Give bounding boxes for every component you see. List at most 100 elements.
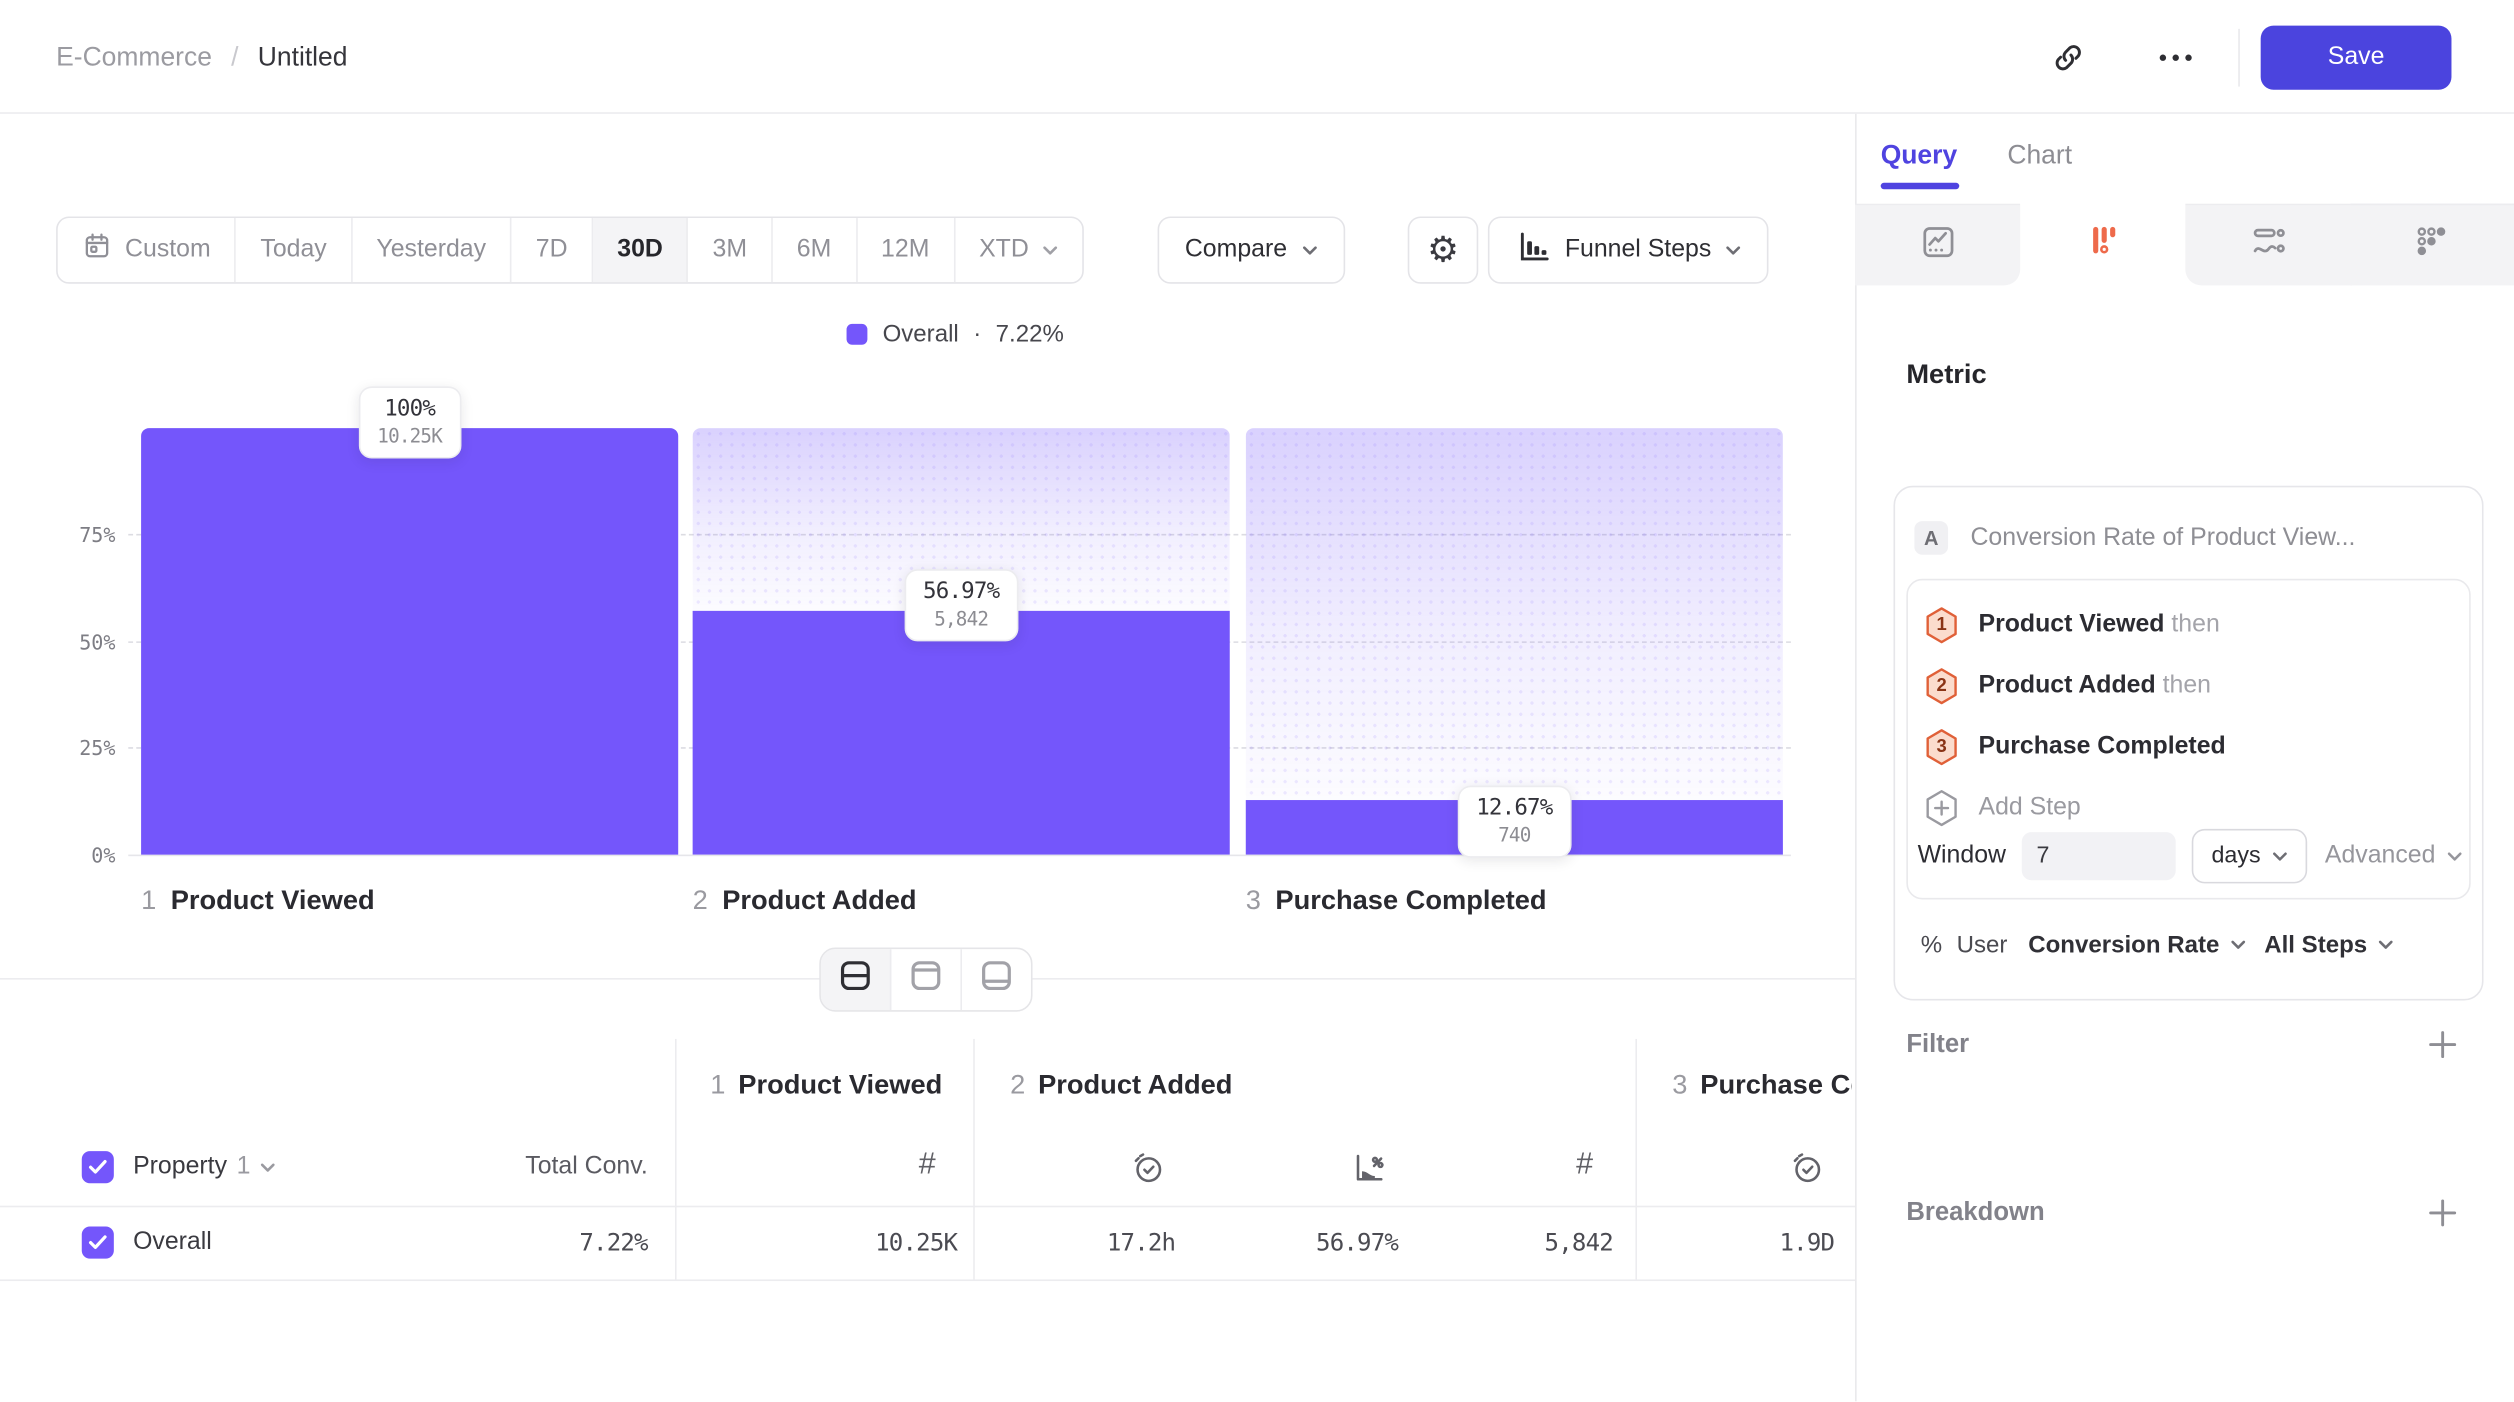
legend-separator: · xyxy=(973,320,982,348)
time-to-convert-icon[interactable] xyxy=(1789,1150,1824,1193)
property-selector[interactable]: Property 1 xyxy=(133,1151,276,1183)
date-range-yesterday[interactable]: Yesterday xyxy=(352,218,512,283)
metric-type-funnel-tab-active[interactable] xyxy=(2020,204,2185,284)
breadcrumb-parent[interactable]: E-Commerce xyxy=(56,42,212,72)
funnel-bar-step-2[interactable] xyxy=(692,428,1230,855)
funnel-chart-icon xyxy=(1515,228,1550,271)
chart-type-button[interactable]: Funnel Steps xyxy=(1487,216,1770,284)
metric-series-row[interactable]: A Conversion Rate of Product View... xyxy=(1914,521,2355,555)
chevron-down-icon xyxy=(1042,245,1058,256)
date-range-12m[interactable]: 12M xyxy=(857,218,956,283)
table-step-header-2: 2 Product Added xyxy=(1010,1069,1233,1100)
add-step-button[interactable]: Add Step xyxy=(1924,789,2081,827)
layout-chart-only-button[interactable] xyxy=(891,949,962,1011)
date-range-30d[interactable]: 30D xyxy=(593,218,689,283)
date-range-7d[interactable]: 7D xyxy=(512,218,594,283)
x-label-step-1: 1 Product Viewed xyxy=(141,885,375,916)
advanced-toggle[interactable]: Advanced xyxy=(2325,842,2463,871)
date-range-today[interactable]: Today xyxy=(236,218,353,283)
time-to-convert-icon[interactable] xyxy=(1130,1150,1165,1193)
cell-step1-count: 10.25K xyxy=(875,1228,958,1258)
funnel-step-row-3[interactable]: 3 Purchase Completed xyxy=(1924,728,2226,766)
gridline-75 xyxy=(128,533,1791,536)
split-horizontal-icon xyxy=(839,959,873,1001)
bar-tooltip-step-2: 56.97% 5,842 xyxy=(903,569,1019,643)
page-title[interactable]: Untitled xyxy=(257,42,348,72)
panel-top-icon xyxy=(909,959,943,1001)
panel-border xyxy=(1855,113,1857,1402)
layout-table-only-button[interactable] xyxy=(962,949,1031,1010)
breakdown-heading: Breakdown xyxy=(1906,1199,2045,1227)
date-range-3m[interactable]: 3M xyxy=(689,218,773,283)
topbar-divider xyxy=(0,112,2514,114)
x-label-step-2: 2 Product Added xyxy=(692,885,917,916)
step-1-badge: 1 xyxy=(1924,606,1959,644)
share-link-icon[interactable] xyxy=(2051,40,2086,83)
x-label-step-3: 3 Purchase Completed xyxy=(1245,885,1547,916)
date-range-xtd[interactable]: XTD xyxy=(955,218,1082,282)
compare-button[interactable]: Compare xyxy=(1157,216,1345,284)
window-row: Window days Advanced xyxy=(1918,828,2463,884)
chevron-down-icon xyxy=(2231,940,2247,951)
chart-settings-button[interactable]: ⚙ xyxy=(1407,216,1479,284)
line-chart-icon xyxy=(1918,222,1956,268)
add-breakdown-button[interactable] xyxy=(2427,1198,2457,1236)
table-row-border xyxy=(0,1279,1856,1282)
table-step-header-1: 1 Product Viewed xyxy=(710,1069,943,1100)
window-value-input[interactable] xyxy=(2022,832,2176,881)
metric-type-segmentation-tab[interactable] xyxy=(2350,203,2514,286)
bar-unconverted-area xyxy=(1245,428,1783,801)
total-conv-header[interactable]: Total Conv. xyxy=(525,1152,648,1181)
bar-converted-area xyxy=(141,428,679,855)
count-hash-icon[interactable]: # xyxy=(918,1147,936,1182)
save-button[interactable]: Save xyxy=(2260,25,2452,90)
tab-chart[interactable]: Chart xyxy=(2007,141,2073,170)
breadcrumb: E-Commerce / Untitled xyxy=(56,38,347,76)
conversion-rate-icon[interactable] xyxy=(1350,1150,1385,1193)
panel-bottom-icon xyxy=(980,959,1014,1001)
more-options-icon[interactable] xyxy=(2159,54,2192,61)
y-tick-50: 50% xyxy=(79,630,116,655)
funnel-bars-icon xyxy=(2084,220,2122,266)
y-tick-75: 75% xyxy=(79,522,116,547)
measure-prefix: % xyxy=(1920,931,1943,959)
count-hash-icon[interactable]: # xyxy=(1576,1147,1594,1182)
add-step-hexagon-icon xyxy=(1924,789,1959,827)
y-tick-25: 25% xyxy=(79,735,116,760)
measure-row: % User Conversion Rate All Steps xyxy=(1921,932,2395,959)
funnel-step-row-2[interactable]: 2 Product Added then xyxy=(1924,667,2211,705)
chevron-down-icon xyxy=(1301,245,1317,256)
cell-step2-count: 5,842 xyxy=(1544,1228,1614,1258)
tab-query[interactable]: Query xyxy=(1880,141,1958,170)
chevron-down-icon xyxy=(260,1162,276,1173)
date-range-custom[interactable]: Custom xyxy=(58,218,237,283)
select-all-checkbox[interactable] xyxy=(81,1151,114,1184)
calendar-icon xyxy=(82,231,112,269)
chevron-down-icon xyxy=(1726,245,1742,256)
measure-scope-select[interactable]: All Steps xyxy=(2264,931,2368,959)
layout-switcher xyxy=(819,947,1033,1012)
date-range-label: Custom xyxy=(125,235,211,263)
measure-type-select[interactable]: Conversion Rate xyxy=(2028,931,2220,959)
funnel-bar-step-3[interactable] xyxy=(1245,428,1783,855)
row-checkbox[interactable] xyxy=(81,1226,114,1259)
measure-entity[interactable]: User xyxy=(1956,931,2008,959)
add-filter-button[interactable] xyxy=(2427,1029,2457,1067)
metric-type-insights-tab[interactable] xyxy=(1855,203,2021,286)
funnel-bar-step-1[interactable] xyxy=(141,428,679,855)
layout-split-button[interactable] xyxy=(820,949,892,1011)
row-label: Overall xyxy=(133,1228,212,1256)
y-tick-0: 0% xyxy=(91,843,116,868)
date-range-6m[interactable]: 6M xyxy=(773,218,857,283)
series-letter-badge: A xyxy=(1914,521,1949,555)
bar-tooltip-step-1: 100% 10.25K xyxy=(358,386,462,459)
date-range-control: Custom Today Yesterday 7D 30D 3M 6M 12M … xyxy=(56,216,1084,284)
flow-icon xyxy=(2249,222,2287,268)
metric-type-retention-tab[interactable] xyxy=(2185,203,2353,286)
funnel-step-row-1[interactable]: 1 Product Viewed then xyxy=(1924,606,2220,644)
window-unit-select[interactable]: days xyxy=(2191,828,2308,884)
step-3-badge: 3 xyxy=(1924,728,1959,766)
step-2-badge: 2 xyxy=(1924,667,1959,705)
